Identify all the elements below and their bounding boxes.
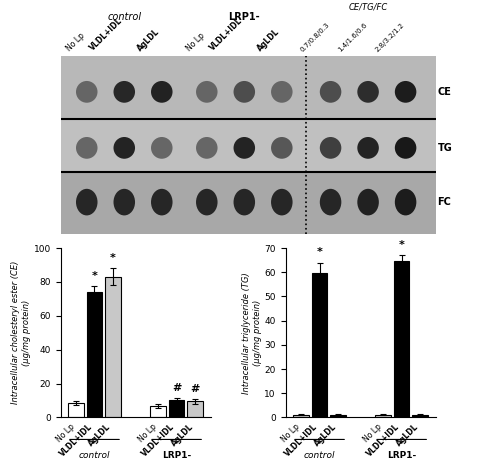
Ellipse shape — [357, 189, 379, 215]
Ellipse shape — [320, 189, 341, 215]
Ellipse shape — [320, 137, 341, 159]
Bar — [412, 415, 428, 417]
Y-axis label: Intracellular cholesteryl ester (CE)
(μg/mg protein): Intracellular cholesteryl ester (CE) (μg… — [11, 261, 31, 404]
Text: AgLDL: AgLDL — [136, 27, 162, 53]
Ellipse shape — [234, 137, 255, 159]
Ellipse shape — [395, 189, 416, 215]
Text: *: * — [317, 248, 322, 257]
Bar — [151, 407, 166, 417]
Text: 2.8/3.2/1.2: 2.8/3.2/1.2 — [375, 22, 406, 53]
Bar — [293, 415, 309, 417]
Text: #: # — [190, 384, 200, 393]
Text: control: control — [79, 451, 110, 460]
Text: TG: TG — [438, 143, 452, 153]
Ellipse shape — [114, 81, 135, 103]
Text: Standards
CE/TG/FC: Standards CE/TG/FC — [347, 0, 390, 12]
Text: *: * — [91, 271, 97, 281]
Text: control: control — [304, 451, 335, 460]
Bar — [68, 403, 84, 417]
Ellipse shape — [357, 137, 379, 159]
Ellipse shape — [151, 189, 172, 215]
Ellipse shape — [76, 81, 97, 103]
Ellipse shape — [271, 137, 292, 159]
Text: *: * — [110, 253, 116, 263]
Bar — [330, 415, 346, 417]
Text: No Lp: No Lp — [185, 31, 207, 53]
Ellipse shape — [114, 137, 135, 159]
Ellipse shape — [320, 81, 341, 103]
Text: #: # — [172, 383, 181, 393]
Ellipse shape — [271, 189, 292, 215]
Bar — [60, 172, 436, 234]
Ellipse shape — [76, 137, 97, 159]
Ellipse shape — [357, 81, 379, 103]
Text: AgLDL: AgLDL — [256, 27, 282, 53]
Text: LRP1-: LRP1- — [162, 451, 191, 460]
Text: CE: CE — [438, 87, 452, 97]
Ellipse shape — [234, 81, 255, 103]
Ellipse shape — [196, 189, 217, 215]
Bar — [60, 119, 436, 172]
Bar — [105, 277, 121, 417]
Text: 1.4/1.6/0.6: 1.4/1.6/0.6 — [337, 22, 368, 53]
Ellipse shape — [151, 81, 172, 103]
Text: VLDL+IDL: VLDL+IDL — [208, 16, 244, 53]
Text: No Lp: No Lp — [65, 31, 87, 53]
Bar — [87, 292, 102, 417]
Text: LRP1-: LRP1- — [228, 13, 260, 23]
Ellipse shape — [271, 81, 292, 103]
Bar — [169, 401, 184, 417]
Ellipse shape — [395, 137, 416, 159]
Bar — [187, 401, 203, 417]
Ellipse shape — [196, 137, 217, 159]
Y-axis label: Intracellular triglyceride (TG)
(μg/mg protein): Intracellular triglyceride (TG) (μg/mg p… — [242, 272, 261, 393]
Ellipse shape — [196, 81, 217, 103]
Ellipse shape — [395, 81, 416, 103]
Text: control: control — [107, 13, 141, 23]
Text: *: * — [399, 240, 405, 250]
Text: VLDL+IDL: VLDL+IDL — [88, 16, 124, 53]
Ellipse shape — [114, 189, 135, 215]
Bar — [312, 273, 327, 417]
Ellipse shape — [234, 189, 255, 215]
Ellipse shape — [76, 189, 97, 215]
Text: 0.7/0.8/0.3: 0.7/0.8/0.3 — [299, 21, 331, 53]
Bar — [394, 261, 409, 417]
Text: LRP1-: LRP1- — [387, 451, 416, 460]
Bar — [60, 56, 436, 119]
Ellipse shape — [151, 137, 172, 159]
Text: FC: FC — [438, 197, 452, 207]
Bar — [376, 415, 391, 417]
